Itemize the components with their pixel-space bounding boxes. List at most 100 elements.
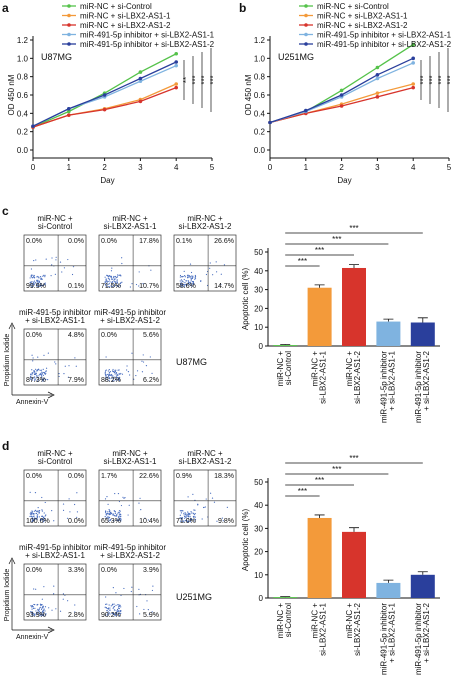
event-dot xyxy=(119,510,121,512)
event-dot xyxy=(133,378,135,380)
event-dot xyxy=(180,276,183,278)
event-dot xyxy=(35,372,37,374)
event-dot xyxy=(115,369,117,371)
event-dot xyxy=(187,282,189,284)
quadrant-value: 88.2% xyxy=(101,377,121,384)
event-dot xyxy=(33,376,35,378)
point xyxy=(375,91,380,95)
event-dot xyxy=(194,513,196,515)
event-dot xyxy=(34,491,37,494)
event-dot xyxy=(67,376,70,378)
event-dot xyxy=(45,614,47,616)
event-dot xyxy=(108,612,111,614)
event-dot xyxy=(31,372,33,374)
event-dot xyxy=(180,284,182,286)
event-dot xyxy=(221,517,223,519)
event-dot xyxy=(116,514,118,516)
event-dot xyxy=(108,374,110,376)
event-dot xyxy=(112,607,114,609)
event-dot xyxy=(68,365,70,367)
event-dot xyxy=(53,593,55,595)
quadrant-value: 0.0% xyxy=(68,238,84,245)
plot-title: si-LBX2-AS1-1 xyxy=(104,222,157,231)
event-dot xyxy=(120,517,122,519)
sig-label: *** xyxy=(428,75,437,84)
event-dot xyxy=(43,517,46,520)
x-tick-label: 5 xyxy=(447,163,452,172)
event-dot xyxy=(30,376,32,379)
event-dot xyxy=(30,268,33,270)
event-dot xyxy=(42,368,44,370)
quadrant-value: 71.5% xyxy=(101,283,121,290)
event-dot xyxy=(31,611,33,613)
event-dot xyxy=(36,510,38,513)
event-dot xyxy=(209,262,211,264)
legend-marker xyxy=(67,32,71,37)
quadrant-value: 58.6% xyxy=(176,283,196,290)
plot-title: miR-491-5p inhibitor xyxy=(94,308,166,317)
event-dot xyxy=(186,285,188,287)
event-dot xyxy=(113,514,116,517)
event-dot xyxy=(37,610,39,612)
event-dot xyxy=(179,510,181,512)
error-bar xyxy=(280,344,291,346)
event-dot xyxy=(121,281,123,283)
sig-label: *** xyxy=(349,224,358,233)
event-dot xyxy=(220,284,222,286)
event-dot xyxy=(38,282,40,284)
event-dot xyxy=(116,379,118,382)
error-bar xyxy=(314,514,325,518)
plot-title: miR-NC + xyxy=(187,449,223,458)
y-tick-label: 0.6 xyxy=(254,91,266,100)
event-dot xyxy=(114,492,116,495)
sig-label: *** xyxy=(315,476,324,485)
event-dot xyxy=(151,589,154,592)
event-dot xyxy=(113,376,115,378)
event-dot xyxy=(113,380,115,382)
point xyxy=(268,120,272,125)
event-dot xyxy=(118,514,120,516)
panel-label: d xyxy=(2,439,9,453)
x-tick-label: 1 xyxy=(304,163,309,172)
y-tick-label: 0.8 xyxy=(254,73,266,82)
event-dot xyxy=(104,371,106,373)
event-dot xyxy=(45,514,47,516)
event-dot xyxy=(189,514,191,516)
event-dot xyxy=(32,357,34,359)
event-dot xyxy=(50,275,52,277)
event-dot xyxy=(181,276,184,278)
event-dot xyxy=(110,375,113,377)
event-dot xyxy=(54,361,56,363)
x-tick-label: miR-NC + xyxy=(311,351,320,387)
event-dot xyxy=(31,378,33,380)
event-dot xyxy=(120,372,122,375)
event-dot xyxy=(29,277,31,279)
event-dot xyxy=(191,285,193,288)
event-dot xyxy=(33,282,35,285)
event-dot xyxy=(45,378,47,380)
point xyxy=(304,108,308,113)
y-axis-label: Apoptotic cell (%) xyxy=(241,509,250,572)
quadrant-value: 0.0% xyxy=(101,567,117,574)
y-tick-label: 40 xyxy=(254,267,263,276)
event-dot xyxy=(189,281,192,283)
event-dot xyxy=(113,605,116,608)
event-dot xyxy=(184,517,186,519)
event-dot xyxy=(41,509,43,511)
event-dot xyxy=(181,518,183,520)
event-dot xyxy=(183,515,186,518)
event-dot xyxy=(30,274,33,276)
event-dot xyxy=(44,606,47,608)
event-dot xyxy=(29,284,31,286)
event-dot xyxy=(109,275,111,277)
event-dot xyxy=(112,587,114,589)
panel-label: c xyxy=(2,204,9,218)
y-tick-label: 0.0 xyxy=(17,146,29,155)
event-dot xyxy=(107,608,110,610)
event-dot xyxy=(138,588,140,591)
event-dot xyxy=(38,373,41,375)
event-dot xyxy=(39,612,41,614)
event-dot xyxy=(31,517,33,519)
y-tick-label: 0.8 xyxy=(17,73,29,82)
event-dot xyxy=(59,261,62,263)
